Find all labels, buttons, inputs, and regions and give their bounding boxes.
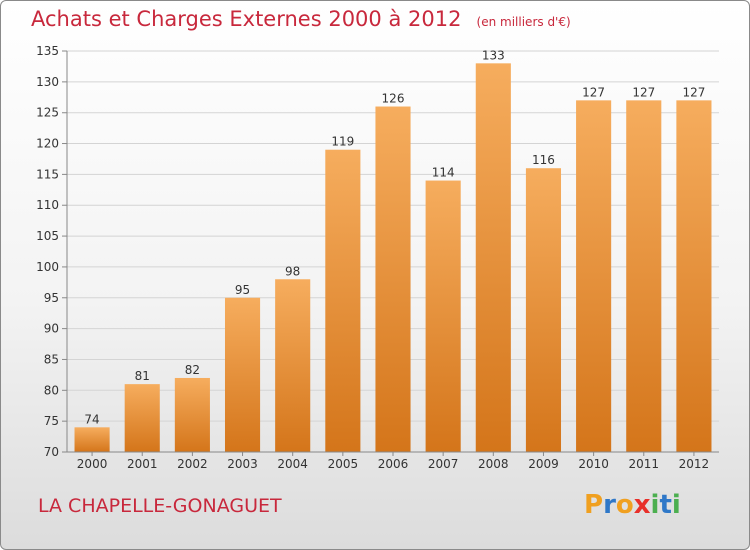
proxiti-logo: Proxiti xyxy=(584,490,681,520)
data-label: 127 xyxy=(582,85,605,99)
bar xyxy=(74,427,110,452)
x-tick-label: 2006 xyxy=(378,457,409,471)
y-tick-label: 125 xyxy=(36,106,59,120)
title-text: Achats et Charges Externes 2000 à 2012 xyxy=(31,7,462,31)
y-tick-label: 85 xyxy=(44,352,59,366)
data-label: 116 xyxy=(532,153,555,167)
bar xyxy=(676,100,712,452)
x-tick-label: 2007 xyxy=(428,457,459,471)
bar xyxy=(224,297,261,452)
data-label: 81 xyxy=(135,369,150,383)
y-tick-label: 75 xyxy=(44,414,59,428)
bar xyxy=(325,149,361,452)
bar xyxy=(475,63,511,452)
x-tick-label: 2001 xyxy=(127,457,158,471)
logo-letter: o xyxy=(615,490,634,520)
data-label: 98 xyxy=(285,264,300,278)
logo-letter: P xyxy=(584,490,604,520)
bar xyxy=(425,180,461,453)
x-tick-label: 2005 xyxy=(328,457,359,471)
y-tick-label: 95 xyxy=(44,291,59,305)
x-tick-label: 2008 xyxy=(478,457,509,471)
logo-letter: r xyxy=(603,490,616,520)
x-tick-label: 2002 xyxy=(177,457,208,471)
x-tick-label: 2000 xyxy=(77,457,108,471)
x-tick-label: 2011 xyxy=(628,457,659,471)
bar xyxy=(525,168,562,452)
y-tick-label: 115 xyxy=(36,167,59,181)
bars: 74 81 82 95 98 119 126 114 133 116 127 127 127 xyxy=(74,48,712,453)
y-tick-label: 135 xyxy=(36,44,59,58)
data-label: 127 xyxy=(632,85,655,99)
data-label: 114 xyxy=(432,166,455,180)
y-tick-label: 80 xyxy=(44,383,59,397)
x-tick-label: 2010 xyxy=(578,457,609,471)
data-label: 127 xyxy=(682,85,705,99)
data-label: 126 xyxy=(382,92,405,106)
logo-letter: i xyxy=(650,490,660,520)
unit-note: (en milliers d'€) xyxy=(476,15,571,29)
y-tick-label: 70 xyxy=(44,445,59,459)
logo-letter: i xyxy=(671,490,681,520)
x-tick-label: 2012 xyxy=(679,457,710,471)
y-tick-label: 120 xyxy=(36,137,59,151)
data-label: 82 xyxy=(185,363,200,377)
data-label: 74 xyxy=(84,412,99,426)
y-tick-label: 130 xyxy=(36,75,59,89)
logo-letter: t xyxy=(659,490,672,520)
bar xyxy=(124,384,160,452)
commune-name: LA CHAPELLE-GONAGUET xyxy=(38,495,282,517)
data-label: 133 xyxy=(482,48,505,62)
y-tick-label: 110 xyxy=(36,198,59,212)
bar xyxy=(576,100,612,452)
x-tick-label: 2004 xyxy=(277,457,308,471)
axes: 70 75 80 85 90 95 100 105 110 115 120 125 130 135 2000… xyxy=(36,44,719,471)
data-label: 95 xyxy=(235,283,250,297)
bar xyxy=(375,106,411,453)
x-tick-label: 2009 xyxy=(528,457,559,471)
logo-letter: x xyxy=(633,490,651,520)
data-label: 119 xyxy=(331,135,354,149)
y-tick-label: 105 xyxy=(36,229,59,243)
y-tick-label: 100 xyxy=(36,260,59,274)
y-tick-label: 90 xyxy=(44,322,59,336)
chart-title: Achats et Charges Externes 2000 à 2012 (… xyxy=(31,7,571,31)
bar xyxy=(626,100,662,452)
bar xyxy=(275,279,311,452)
bar xyxy=(174,377,210,452)
x-tick-label: 2003 xyxy=(227,457,258,471)
